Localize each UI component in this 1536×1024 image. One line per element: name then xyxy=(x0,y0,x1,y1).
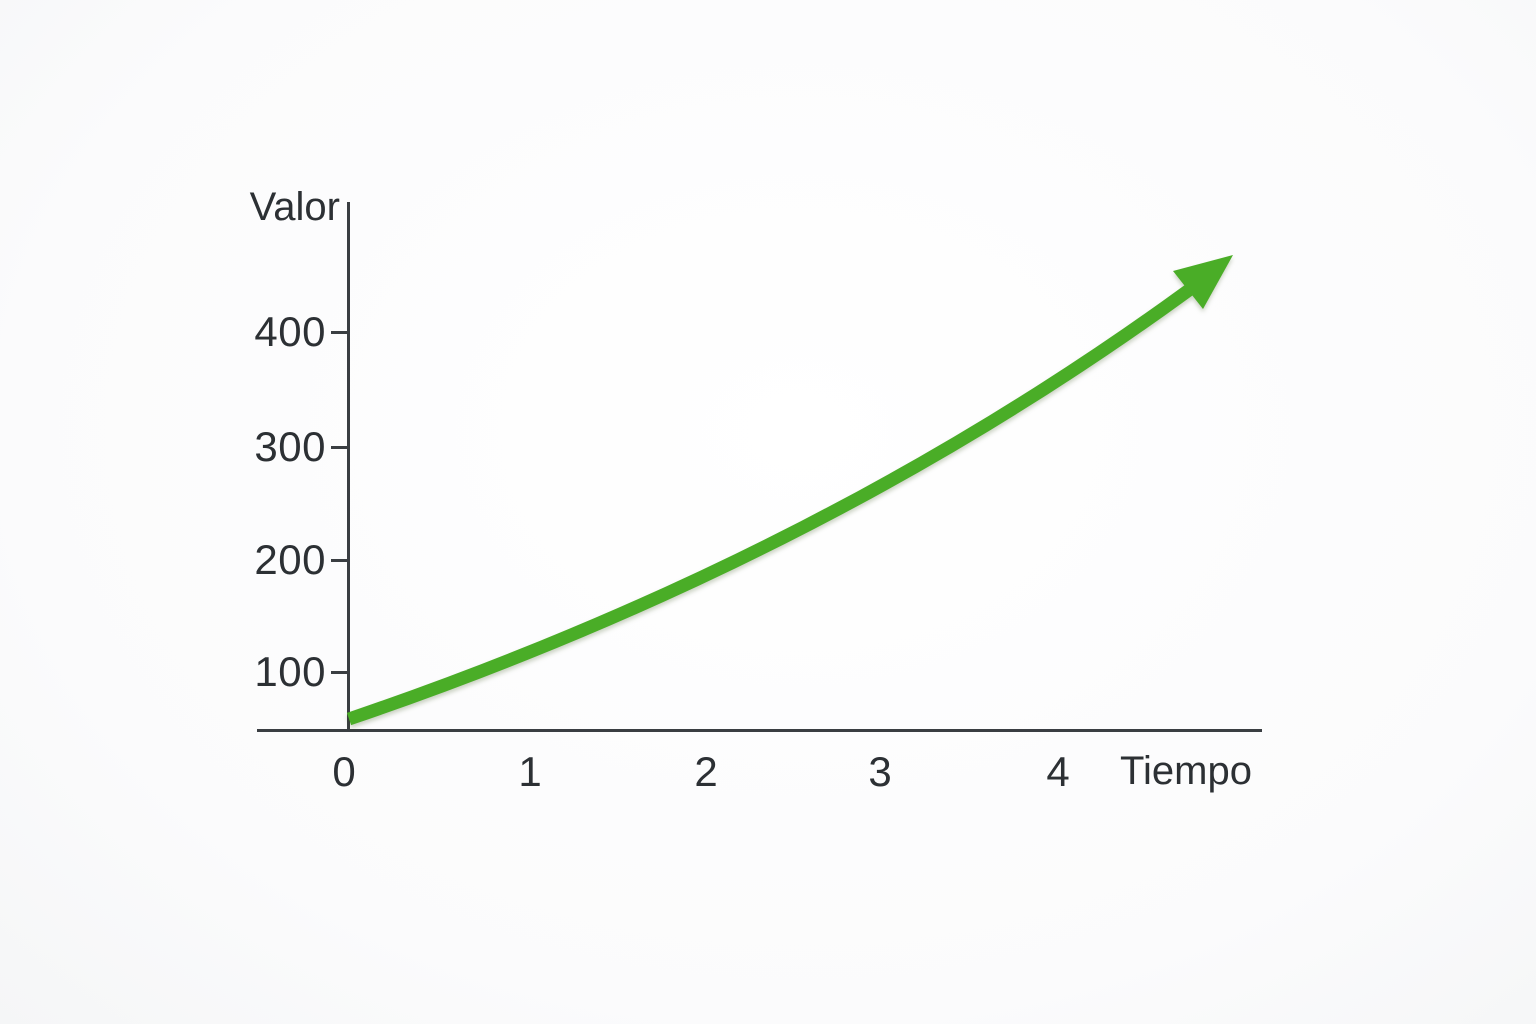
axes xyxy=(257,202,1262,732)
x-tick-label-3: 3 xyxy=(868,748,892,795)
trend-arrow xyxy=(346,255,1233,726)
trend-arrowhead-icon xyxy=(1173,255,1233,309)
y-axis-title: Valor xyxy=(249,185,340,229)
y-tick-label-200: 200 xyxy=(254,536,326,583)
x-tick-label-2: 2 xyxy=(694,748,718,795)
x-tick-label-0: 0 xyxy=(332,748,356,795)
y-tick-label-100: 100 xyxy=(254,648,326,695)
y-tick-label-400: 400 xyxy=(254,308,326,355)
x-axis-title: Tiempo xyxy=(1120,749,1252,793)
x-tick-label-4: 4 xyxy=(1046,748,1070,795)
x-tick-label-1: 1 xyxy=(518,748,542,795)
trend-line xyxy=(346,284,1193,726)
y-tick-label-300: 300 xyxy=(254,423,326,470)
